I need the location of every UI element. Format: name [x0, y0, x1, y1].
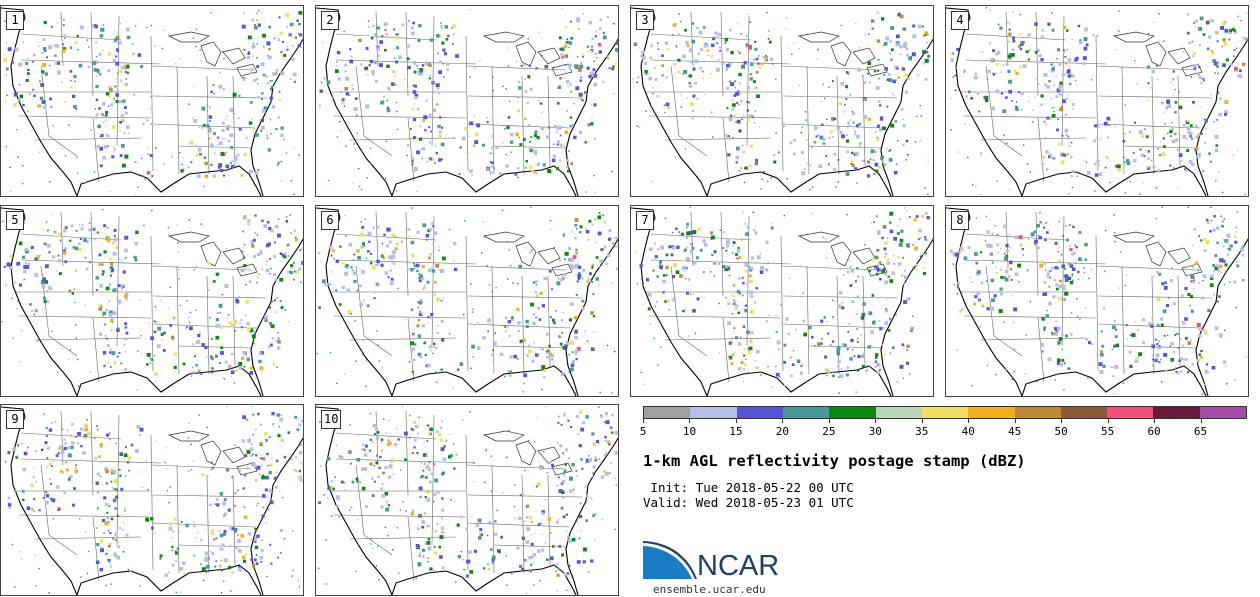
- reflectivity-echoes: [319, 8, 618, 194]
- map-basemap: [316, 7, 618, 196]
- colorbar-tick-label: 10: [682, 425, 697, 438]
- map-basemap: [1, 207, 303, 396]
- map-panel: 8: [945, 205, 1249, 397]
- colorbar-tick-label: 30: [868, 425, 882, 438]
- map-panel: 1: [0, 5, 304, 197]
- colorbar-tick-label: 20: [775, 425, 789, 438]
- colorbar-tick-label: 50: [1054, 425, 1068, 438]
- reflectivity-map: [946, 7, 1248, 196]
- map-panel: 3: [630, 5, 934, 197]
- colorbar-tickmark: [643, 419, 644, 423]
- member-label: 2: [321, 11, 339, 30]
- colorbar-tick-label: 15: [729, 425, 743, 438]
- valid-time: Valid: Wed 2018-05-23 01 UTC: [643, 495, 854, 510]
- colorbar-ticks: 5 10 15 20 25 30 35 40 45 50 55 60 65: [639, 425, 1247, 439]
- logo-text: NCAR: [697, 550, 780, 582]
- colorbar-tickmark: [875, 419, 877, 423]
- colorbar-tickmark: [735, 419, 737, 423]
- reflectivity-map: [946, 206, 1248, 396]
- colorbar-tick-label: 25: [822, 425, 836, 438]
- reflectivity-map: [1, 207, 303, 396]
- reflectivity-echoes: [632, 11, 930, 196]
- colorbar-segment: [690, 407, 737, 418]
- member-label: 3: [636, 11, 654, 30]
- colorbar-segment: [1060, 407, 1108, 418]
- member-label: 10: [321, 410, 342, 429]
- reflectivity-map: [316, 206, 618, 396]
- colorbar-segment: [782, 407, 830, 418]
- map-panel: 7: [630, 205, 934, 397]
- reflectivity-echoes: [317, 405, 618, 594]
- map-panel: 2: [315, 5, 619, 197]
- member-label: 1: [6, 11, 24, 30]
- reflectivity-echoes: [1, 208, 303, 391]
- init-time: Init: Tue 2018-05-22 00 UTC: [643, 480, 854, 495]
- ncar-logo-icon: [643, 541, 697, 579]
- reflectivity-map: [1, 405, 303, 595]
- map-panel: 10: [315, 404, 619, 596]
- colorbar-tickmark: [689, 419, 691, 423]
- colorbar-tick-label: 35: [915, 425, 929, 438]
- map-basemap: [1, 7, 303, 196]
- colorbar-tickmark: [921, 419, 923, 423]
- reflectivity-map: [316, 405, 618, 595]
- reflectivity-echoes: [947, 206, 1248, 395]
- colorbar-tick-label: 55: [1100, 425, 1115, 438]
- colorbar-tick-label: 40: [961, 425, 975, 438]
- colorbar-segment: [644, 407, 691, 418]
- map-panel: 9: [0, 404, 304, 596]
- colorbar-tickmark: [1014, 419, 1016, 423]
- member-label: 5: [6, 211, 24, 230]
- map-basemap: [1, 406, 303, 595]
- colorbar-segment: [1199, 407, 1247, 418]
- reflectivity-echoes: [4, 405, 303, 594]
- colorbar-segment: [736, 407, 783, 418]
- reflectivity-echoes: [635, 206, 930, 394]
- colorbar-tick-label: 5: [639, 425, 647, 438]
- map-panel: 5: [0, 205, 304, 397]
- member-label: 8: [951, 211, 969, 230]
- map-basemap: [631, 7, 933, 196]
- colorbar-segment: [1107, 407, 1154, 418]
- colorbar-tickmark: [1061, 419, 1063, 423]
- figure-title: 1-km AGL reflectivity postage stamp (dBZ…: [643, 452, 1026, 470]
- colorbar: [643, 406, 1247, 419]
- colorbar-segment: [829, 407, 876, 418]
- reflectivity-map: [631, 7, 933, 196]
- map-basemap: [316, 406, 618, 595]
- member-label: 9: [6, 410, 24, 429]
- colorbar-segment: [875, 407, 922, 418]
- colorbar-tickmark: [968, 419, 970, 423]
- colorbar-segment: [1014, 407, 1061, 418]
- reflectivity-map: [631, 206, 933, 396]
- colorbar-tickmark: [1154, 419, 1156, 423]
- colorbar-tickmarks: [643, 419, 1247, 423]
- reflectivity-map: [316, 7, 618, 196]
- reflectivity-echoes: [950, 7, 1248, 196]
- member-label: 4: [951, 11, 969, 30]
- colorbar-segment: [1153, 407, 1200, 418]
- site-url: ensemble.ucar.edu: [653, 583, 766, 596]
- member-label: 7: [636, 211, 654, 230]
- colorbar-tickmark: [828, 419, 830, 423]
- member-label: 6: [321, 211, 339, 230]
- colorbar-tick-label: 45: [1008, 425, 1022, 438]
- colorbar-tick-label: 60: [1147, 425, 1161, 438]
- colorbar-tick-label: 65: [1193, 425, 1208, 438]
- map-basemap: [631, 207, 933, 396]
- colorbar-segment: [921, 407, 969, 418]
- reflectivity-echoes: [316, 206, 618, 394]
- map-panel: 6: [315, 205, 619, 397]
- colorbar-tickmark: [1200, 419, 1202, 423]
- reflectivity-map: [1, 7, 303, 196]
- colorbar-tickmark: [1107, 419, 1109, 423]
- colorbar-segment: [968, 407, 1015, 418]
- map-panel: 4: [945, 5, 1249, 197]
- colorbar-tickmark: [782, 419, 784, 423]
- reflectivity-echoes: [3, 9, 303, 195]
